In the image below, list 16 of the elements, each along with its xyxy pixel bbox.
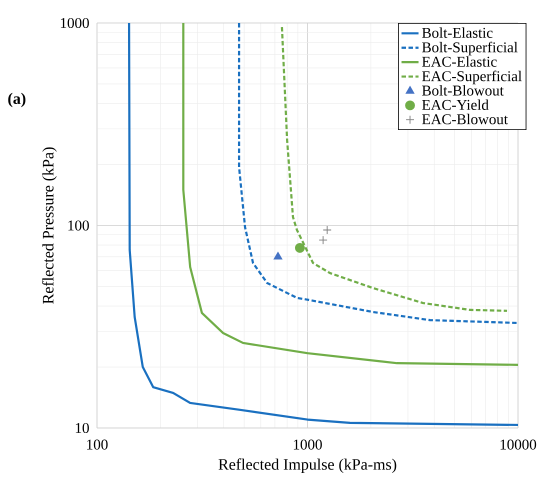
legend-label: Bolt-Elastic [422,27,493,38]
legend-label: EAC-Yield [422,99,489,110]
x-tick-label: 1000 [294,440,322,450]
x-tick-label: 10000 [500,440,536,450]
legend-label: EAC-Blowout [422,114,508,124]
x-axis-title: Reflected Impulse (kPa-ms) [218,458,396,474]
legend-label: Bolt-Superficial [422,42,518,56]
legend-label: Bolt-Blowout [422,85,504,96]
y-tick-label: 100 [68,220,89,231]
legend-label: EAC-Elastic [422,56,497,67]
x-tick-label: 100 [87,440,108,450]
y-axis-title: Reflected Pressure (kPa) [42,147,57,304]
text: (a) [8,92,26,108]
y-tick-label: 1000 [60,18,89,28]
y-tick-label: 10 [76,422,89,434]
legend-label: EAC-Superficial [422,70,522,84]
